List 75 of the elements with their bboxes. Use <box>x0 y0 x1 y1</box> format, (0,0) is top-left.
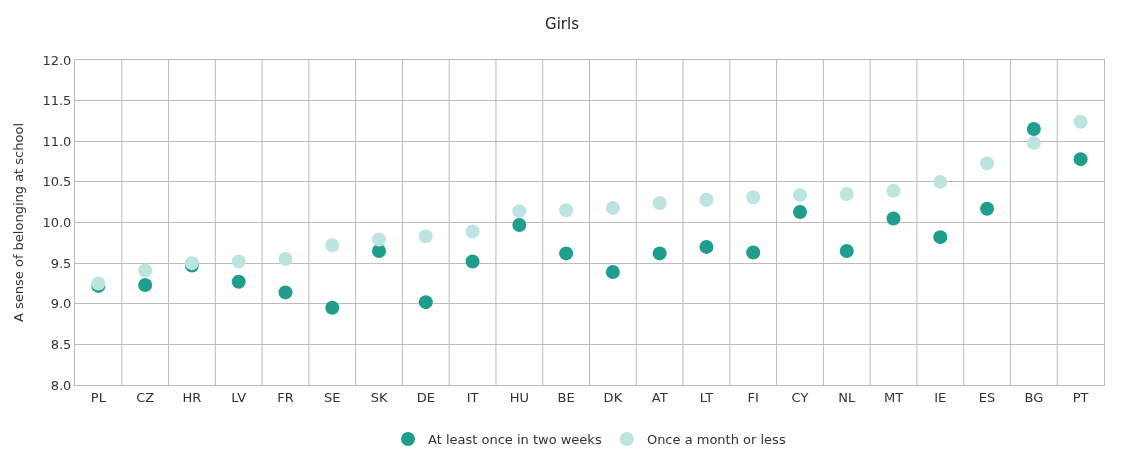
point <box>465 254 480 269</box>
x-tick-label: SK <box>370 389 388 405</box>
x-tick-label: HR <box>182 389 202 405</box>
chart-title: Girls <box>545 15 580 34</box>
point <box>839 187 854 202</box>
x-tick-label: BE <box>557 389 575 405</box>
x-tick-label: CZ <box>136 389 155 405</box>
y-tick-label: 8.5 <box>50 336 72 352</box>
x-tick-label: FI <box>747 389 759 405</box>
y-tick-label: 10.0 <box>42 215 72 231</box>
point <box>792 187 807 202</box>
point <box>699 239 714 254</box>
y-axis-title: A sense of belonging at school <box>11 122 27 323</box>
point <box>980 201 995 216</box>
y-tick-label: 11.0 <box>42 133 72 149</box>
x-tick-label: IE <box>934 389 947 405</box>
x-tick-label: DE <box>416 389 435 405</box>
y-tick-label: 10.5 <box>42 174 72 190</box>
point <box>278 252 293 267</box>
point <box>278 285 293 300</box>
point <box>886 211 901 226</box>
point <box>886 183 901 198</box>
point <box>1073 152 1088 167</box>
point <box>605 200 620 215</box>
point <box>933 174 948 189</box>
x-tick-label: NL <box>838 389 856 405</box>
x-tick-label: LV <box>231 389 247 405</box>
y-tick-label: 8.0 <box>50 377 72 393</box>
point <box>138 263 153 278</box>
y-tick-label: 12.0 <box>42 52 72 68</box>
x-tick-label: MT <box>883 389 904 405</box>
x-tick-label: IT <box>466 389 479 405</box>
point <box>652 246 667 261</box>
x-tick-label: FR <box>277 389 294 405</box>
point <box>138 278 153 293</box>
point <box>933 230 948 245</box>
point <box>839 243 854 258</box>
point <box>372 243 387 258</box>
point <box>746 245 761 260</box>
point <box>231 254 246 269</box>
point <box>512 217 527 232</box>
point <box>1026 135 1041 150</box>
x-tick-label: DK <box>603 389 623 405</box>
y-tick-label: 11.5 <box>42 93 72 109</box>
point <box>559 203 574 218</box>
point <box>512 204 527 219</box>
point <box>605 265 620 280</box>
x-tick-label: SE <box>324 389 341 405</box>
x-tick-label: PT <box>1072 389 1089 405</box>
y-tick-label: 9.0 <box>50 296 72 312</box>
legend-label: Once a month or less <box>646 432 786 448</box>
x-tick-label: BG <box>1024 389 1044 405</box>
point <box>465 224 480 239</box>
x-tick-label: CY <box>791 389 809 405</box>
point <box>418 229 433 244</box>
point <box>1073 114 1088 129</box>
point <box>699 192 714 207</box>
point <box>231 274 246 289</box>
point <box>372 232 387 247</box>
point <box>325 300 340 315</box>
x-tick-label: PL <box>90 389 107 405</box>
point <box>792 204 807 219</box>
x-tick-label: LT <box>699 389 714 405</box>
point <box>1026 122 1041 137</box>
point <box>980 156 995 171</box>
x-tick-label: HU <box>509 389 529 405</box>
point <box>325 238 340 253</box>
point <box>559 246 574 261</box>
point <box>746 190 761 205</box>
x-tick-label: AT <box>651 389 668 405</box>
y-tick-label: 9.5 <box>50 255 72 271</box>
x-tick-label: ES <box>978 389 996 405</box>
legend-label: At least once in two weeks <box>428 432 602 448</box>
point <box>418 295 433 310</box>
point <box>652 196 667 210</box>
